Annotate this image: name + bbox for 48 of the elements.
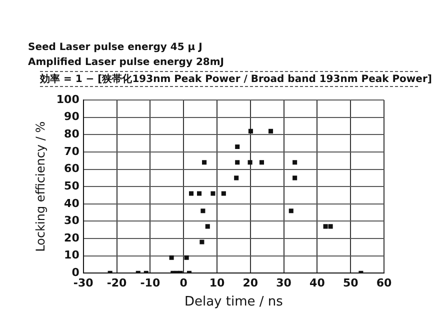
x-tick-label: 40 [310, 276, 326, 290]
point [184, 255, 189, 260]
x-tick-label: 0 [180, 276, 188, 290]
x-tick-label: -20 [106, 276, 128, 290]
point [288, 208, 294, 214]
point [292, 176, 298, 180]
point [248, 160, 252, 165]
x-tick-label: 50 [342, 276, 359, 290]
point [205, 224, 210, 229]
y-tick-label: 20 [64, 231, 80, 244]
point [328, 224, 333, 229]
text: Amplified Laser pulse energy 28mJ [28, 56, 224, 70]
point [235, 144, 240, 150]
point [323, 224, 328, 229]
point [268, 128, 274, 134]
y-tick-label: 40 [64, 196, 80, 210]
point [197, 191, 202, 196]
y-tick-label: 30 [64, 214, 80, 228]
y-tick-label: 90 [64, 110, 80, 124]
y-tick-label: 80 [64, 128, 80, 140]
x-tick-label: 20 [242, 276, 258, 290]
y-tick-label: 60 [64, 162, 80, 176]
x-axis-title: Delay time / ns [184, 294, 284, 310]
y-axis-title: Locking efficiency / % [33, 121, 48, 252]
point [234, 176, 239, 180]
y-tick-label: 0 [72, 266, 80, 280]
text: Seed Laser pulse energy 45 μ J [28, 41, 204, 55]
point [202, 160, 207, 165]
x-tick-label: -10 [140, 276, 160, 290]
x-tick-label: 30 [276, 276, 292, 290]
point [210, 191, 216, 196]
point [235, 160, 240, 165]
y-tick-label: 70 [64, 144, 80, 158]
point [292, 160, 298, 165]
chart-title: 効率 = 1 − [狭帯化193nm Peak Power / Broad band 193nm Peak Power] [40, 72, 432, 87]
y-tick-label: 10 [64, 248, 80, 262]
point [259, 160, 264, 165]
point [200, 240, 204, 244]
x-tick-label: 60 [376, 276, 392, 290]
point [200, 208, 206, 214]
point [221, 191, 226, 196]
y-tick-label: 50 [64, 179, 80, 192]
x-tick-label: 10 [209, 276, 225, 290]
point [188, 191, 194, 196]
point [248, 128, 253, 134]
point [169, 255, 174, 260]
x-tick-label: -30 [73, 276, 94, 290]
y-tick-label: 100 [56, 92, 80, 106]
